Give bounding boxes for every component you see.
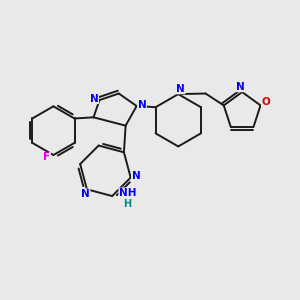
Text: N: N [90, 94, 98, 103]
Text: N: N [236, 82, 245, 92]
Text: H: H [124, 199, 132, 208]
Text: NH: NH [119, 188, 136, 198]
Text: F: F [43, 152, 50, 162]
Text: N: N [132, 171, 140, 181]
Text: N: N [138, 100, 146, 110]
Text: N: N [81, 189, 90, 199]
Text: N: N [176, 84, 185, 94]
Text: O: O [262, 98, 270, 107]
